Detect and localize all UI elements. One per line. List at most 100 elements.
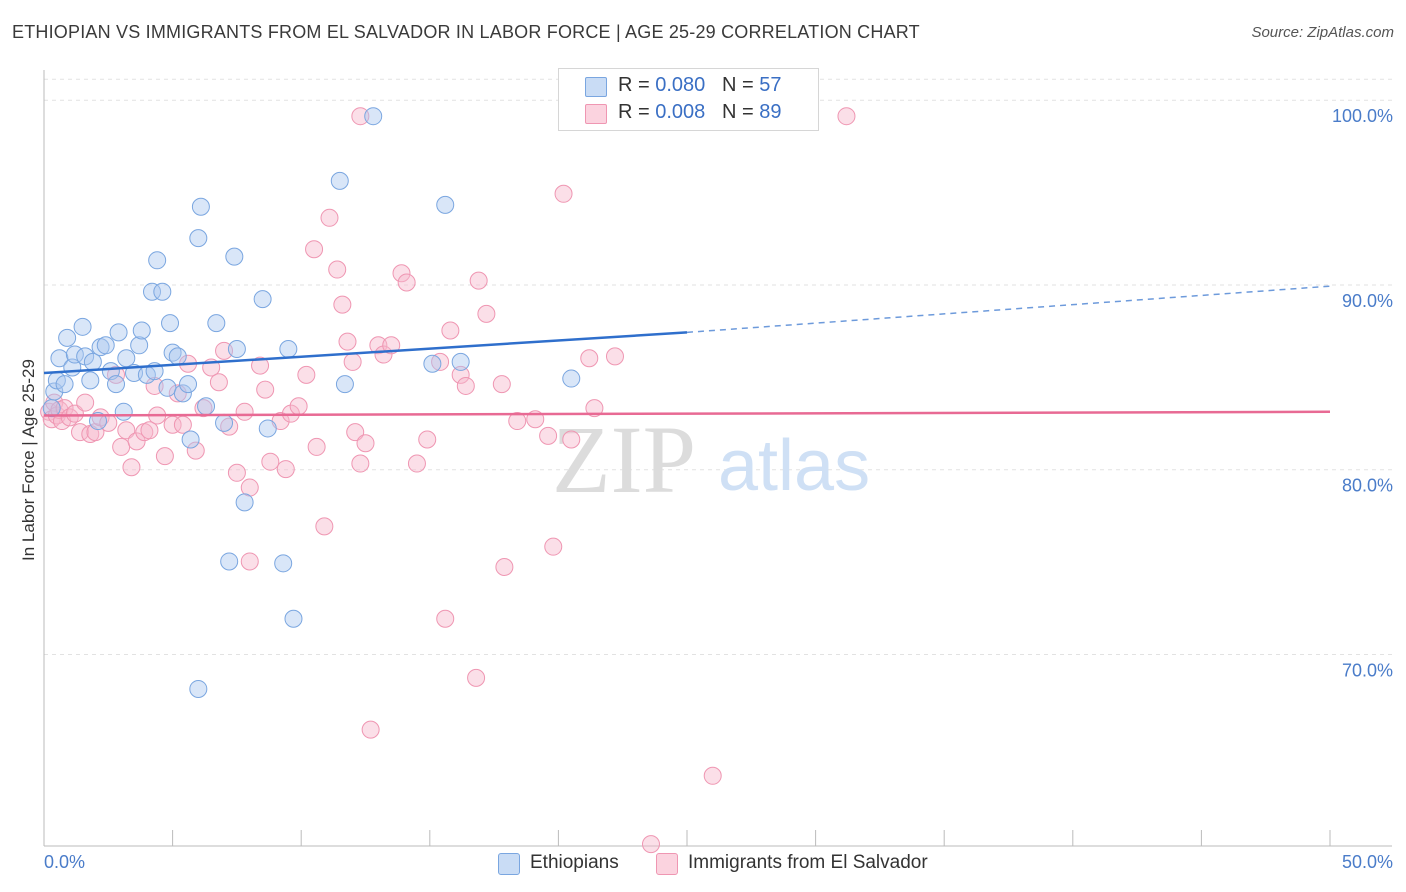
point-ethiopians bbox=[130, 336, 149, 355]
point-el-salvador bbox=[112, 437, 131, 456]
legend-label: Ethiopians bbox=[530, 852, 619, 873]
point-ethiopians bbox=[191, 197, 210, 216]
point-el-salvador bbox=[580, 349, 599, 368]
point-el-salvador bbox=[451, 365, 470, 384]
point-el-salvador bbox=[209, 373, 228, 392]
point-el-salvador bbox=[469, 271, 488, 290]
point-el-salvador bbox=[117, 421, 136, 440]
point-el-salvador bbox=[356, 434, 375, 453]
point-el-salvador bbox=[305, 240, 324, 259]
point-ethiopians bbox=[89, 412, 108, 431]
point-el-salvador bbox=[539, 426, 558, 445]
point-ethiopians bbox=[197, 397, 216, 416]
point-el-salvador bbox=[328, 260, 347, 279]
point-el-salvador bbox=[508, 412, 527, 431]
point-ethiopians bbox=[227, 339, 246, 358]
point-el-salvador bbox=[407, 454, 426, 473]
point-el-salvador bbox=[127, 432, 146, 451]
point-el-salvador bbox=[235, 402, 254, 421]
point-ethiopians bbox=[143, 282, 162, 301]
tick-labels: 70.0% 80.0% 90.0% 100.0% 0.0% 50.0% bbox=[44, 106, 1393, 872]
point-el-salvador bbox=[140, 421, 159, 440]
trend-line-ethiopians-extrapolated bbox=[686, 285, 1331, 334]
point-ethiopians bbox=[436, 195, 455, 214]
point-el-salvador bbox=[467, 668, 486, 687]
point-el-salvador bbox=[289, 397, 308, 416]
point-ethiopians bbox=[335, 375, 354, 394]
point-el-salvador bbox=[276, 460, 295, 479]
point-ethiopians bbox=[279, 339, 298, 358]
point-ethiopians bbox=[330, 171, 349, 190]
point-ethiopians bbox=[42, 399, 61, 418]
point-el-salvador bbox=[65, 404, 84, 423]
legend-text: R = 0.080 N = 57 bbox=[618, 74, 782, 96]
point-ethiopians bbox=[153, 282, 172, 301]
point-ethiopians bbox=[451, 352, 470, 371]
point-ethiopians bbox=[235, 493, 254, 512]
point-el-salvador bbox=[186, 441, 205, 460]
point-el-salvador bbox=[369, 336, 388, 355]
point-el-salvador bbox=[220, 417, 239, 436]
point-el-salvador bbox=[315, 517, 334, 536]
point-ethiopians bbox=[284, 609, 303, 628]
point-ethiopians bbox=[173, 384, 192, 403]
point-el-salvador bbox=[456, 376, 475, 395]
point-ethiopians bbox=[158, 378, 177, 397]
x-tick-label: 50.0% bbox=[1342, 852, 1393, 872]
point-el-salvador bbox=[361, 720, 380, 739]
point-el-salvador bbox=[397, 273, 416, 292]
point-el-salvador bbox=[194, 399, 213, 418]
point-el-salvador bbox=[155, 447, 174, 466]
point-el-salvador bbox=[703, 766, 722, 785]
point-el-salvador bbox=[554, 184, 573, 203]
point-ethiopians bbox=[45, 382, 64, 401]
point-el-salvador bbox=[495, 558, 514, 577]
watermark: ZIP atlas bbox=[552, 406, 870, 513]
point-el-salvador bbox=[240, 552, 259, 571]
point-ethiopians bbox=[73, 317, 92, 336]
legend-swatch-pink bbox=[656, 853, 678, 875]
point-ethiopians bbox=[132, 321, 151, 340]
point-ethiopians bbox=[274, 554, 293, 573]
watermark-atlas: atlas bbox=[718, 426, 870, 506]
point-el-salvador bbox=[351, 107, 370, 126]
point-el-salvador bbox=[477, 304, 496, 323]
y-tick-label: 80.0% bbox=[1342, 476, 1393, 496]
point-el-salvador bbox=[562, 430, 581, 449]
point-el-salvador bbox=[837, 107, 856, 126]
point-ethiopians bbox=[364, 107, 383, 126]
point-ethiopians bbox=[163, 343, 182, 362]
point-ethiopians bbox=[253, 290, 272, 309]
series-ethiopians-points bbox=[42, 107, 581, 698]
point-el-salvador bbox=[544, 537, 563, 556]
point-el-salvador bbox=[441, 321, 460, 340]
point-el-salvador bbox=[431, 352, 450, 371]
point-ethiopians bbox=[189, 679, 208, 698]
y-axis-label: In Labor Force | Age 25-29 bbox=[19, 359, 38, 561]
point-el-salvador bbox=[256, 380, 275, 399]
point-ethiopians bbox=[189, 229, 208, 248]
point-el-salvador bbox=[173, 415, 192, 434]
point-el-salvador bbox=[251, 356, 270, 375]
trend-line-ethiopians bbox=[43, 331, 688, 375]
point-ethiopians bbox=[96, 336, 115, 355]
point-el-salvador bbox=[343, 352, 362, 371]
y-tick-label: 90.0% bbox=[1342, 291, 1393, 311]
point-ethiopians bbox=[168, 347, 187, 366]
point-el-salvador bbox=[168, 384, 187, 403]
point-el-salvador bbox=[60, 408, 79, 427]
point-el-salvador bbox=[297, 365, 316, 384]
point-el-salvador bbox=[346, 423, 365, 442]
point-el-salvador bbox=[351, 454, 370, 473]
point-ethiopians bbox=[109, 323, 128, 342]
point-el-salvador bbox=[320, 208, 339, 227]
point-el-salvador bbox=[107, 365, 126, 384]
point-ethiopians bbox=[423, 354, 442, 373]
point-el-salvador bbox=[492, 375, 511, 394]
point-ethiopians bbox=[220, 552, 239, 571]
point-ethiopians bbox=[83, 352, 102, 371]
point-el-salvador bbox=[641, 835, 660, 854]
correlation-legend: R = 0.080 N = 57 R = 0.008 N = 89 bbox=[558, 68, 819, 131]
point-el-salvador bbox=[338, 332, 357, 351]
